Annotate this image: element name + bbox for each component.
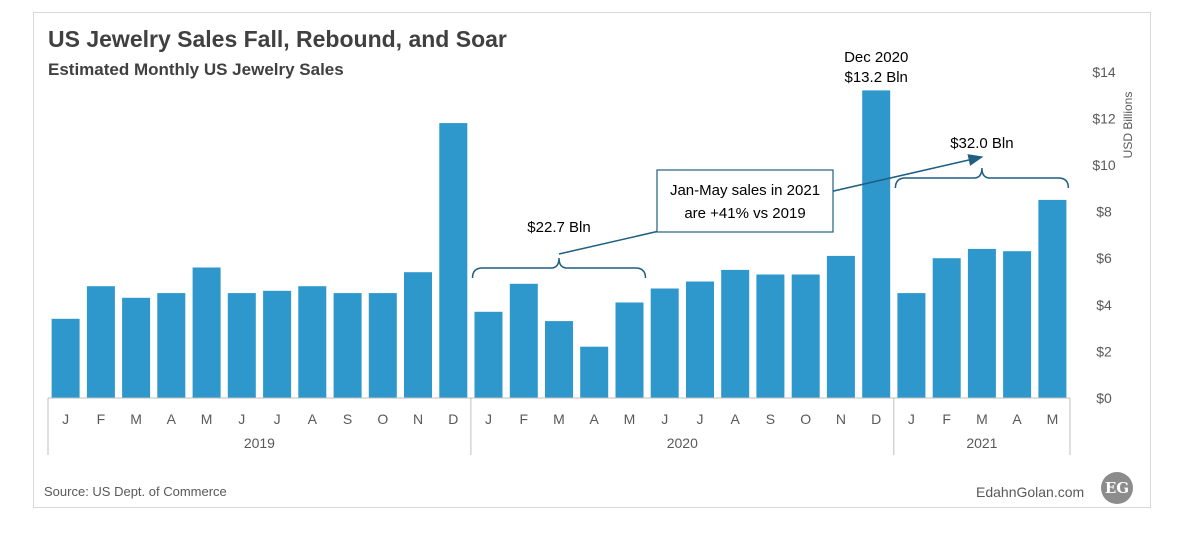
site-credit[interactable]: EdahnGolan.com (976, 484, 1085, 500)
bar (298, 286, 327, 398)
peak-label-value: $13.2 Bln (845, 69, 908, 86)
year-label: 2020 (667, 435, 698, 451)
bar (650, 288, 679, 398)
x-tick-label: J (62, 411, 69, 427)
x-tick-label: A (308, 411, 318, 427)
bar (862, 90, 891, 399)
bar (192, 267, 221, 398)
y-tick-label: $2 (1096, 343, 1112, 359)
bar (263, 290, 292, 398)
year-label: 2021 (966, 435, 997, 451)
bracket-2020-label: $22.7 Bln (527, 219, 590, 236)
x-tick-label: J (661, 411, 668, 427)
bar (545, 321, 573, 398)
x-tick-label: J (485, 411, 492, 427)
x-tick-label: D (871, 411, 881, 427)
y-axis-title: USD Billions (1121, 92, 1135, 159)
bar (932, 258, 961, 398)
bar (509, 283, 538, 398)
bar (122, 297, 151, 398)
y-tick-label: $14 (1092, 64, 1116, 80)
bar (967, 248, 996, 398)
bar (756, 274, 785, 398)
x-tick-label: J (908, 411, 915, 427)
x-tick-label: J (238, 411, 245, 427)
callout-box (656, 169, 834, 233)
bar (51, 318, 80, 398)
eg-logo-badge: EG (1101, 472, 1133, 504)
y-tick-label: $8 (1096, 204, 1112, 220)
x-tick-label: D (448, 411, 458, 427)
bar (86, 286, 115, 398)
bar (1003, 251, 1032, 398)
bar (227, 293, 256, 398)
x-tick-label: S (766, 411, 775, 427)
y-tick-label: $6 (1096, 250, 1112, 266)
chart-title: US Jewelry Sales Fall, Rebound, and Soar (48, 26, 507, 52)
x-tick-label: A (731, 411, 741, 427)
bar (686, 281, 714, 398)
bar (615, 302, 644, 398)
bar (404, 272, 432, 398)
x-tick-label: J (274, 411, 281, 427)
x-tick-label: F (942, 411, 951, 427)
x-tick-label: M (1047, 411, 1059, 427)
bar (580, 346, 609, 398)
x-tick-label: M (201, 411, 213, 427)
y-tick-label: $0 (1096, 390, 1112, 406)
x-tick-label: M (553, 411, 565, 427)
bracket-2021-label: $32.0 Bln (950, 135, 1013, 152)
bar (1038, 199, 1067, 398)
x-tick-label: J (697, 411, 704, 427)
bar (333, 293, 362, 398)
callout-text-line1: Jan-May sales in 2021 (670, 182, 820, 199)
bar (791, 274, 820, 398)
x-tick-label: M (624, 411, 636, 427)
x-tick-label: N (836, 411, 846, 427)
source-note: Source: US Dept. of Commerce (44, 484, 227, 499)
bar (368, 293, 397, 398)
y-tick-label: $10 (1092, 157, 1116, 173)
x-tick-label: A (590, 411, 600, 427)
bar (897, 293, 926, 398)
bar (474, 311, 503, 398)
chart-subtitle: Estimated Monthly US Jewelry Sales (48, 60, 344, 79)
x-tick-label: F (97, 411, 106, 427)
x-tick-label: N (413, 411, 423, 427)
x-tick-label: F (520, 411, 529, 427)
peak-label-date: Dec 2020 (844, 49, 908, 66)
x-tick-label: S (343, 411, 352, 427)
bar (439, 123, 468, 398)
bracket-2021-jan-may (894, 167, 1070, 189)
bar (721, 269, 750, 399)
x-tick-label: M (130, 411, 142, 427)
x-tick-label: M (976, 411, 988, 427)
y-tick-label: $12 (1092, 110, 1116, 126)
y-tick-label: $4 (1096, 297, 1112, 313)
x-tick-label: O (377, 411, 388, 427)
bar (157, 293, 186, 398)
callout-text-line2: are +41% vs 2019 (684, 205, 805, 222)
x-tick-label: A (167, 411, 177, 427)
bracket-2020-jan-may (471, 257, 647, 279)
year-label: 2019 (244, 435, 275, 451)
chart-frame (33, 12, 1151, 508)
bar (826, 255, 855, 398)
x-tick-label: A (1012, 411, 1022, 427)
x-tick-label: O (800, 411, 811, 427)
